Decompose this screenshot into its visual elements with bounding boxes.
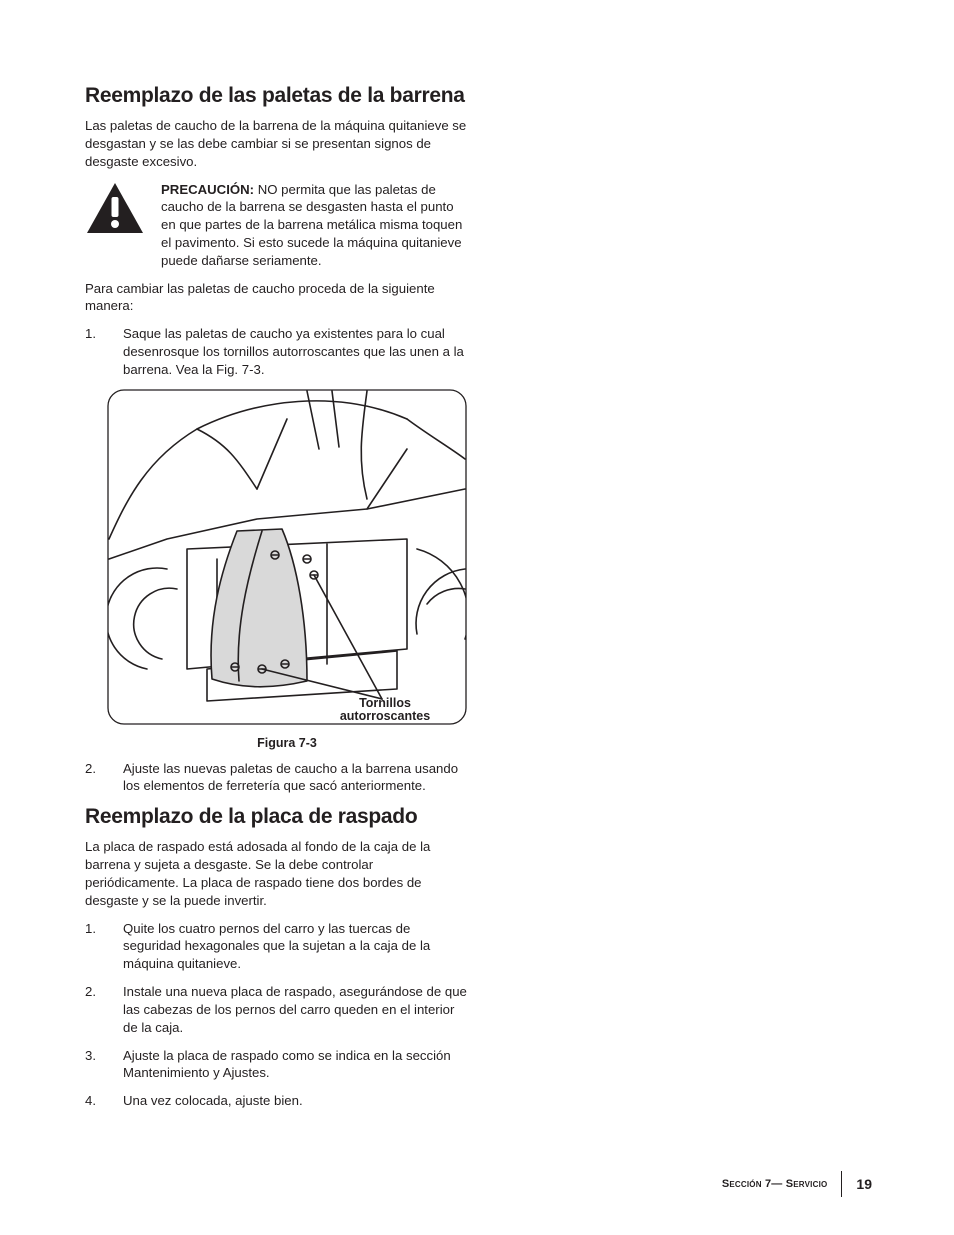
step-item: Ajuste la placa de raspado como se indic… [85, 1047, 470, 1083]
intro-paletas: Las paletas de caucho de la barrena de l… [85, 117, 470, 170]
left-column: Reemplazo de las paletas de la barrena L… [85, 84, 470, 1110]
step-item: Ajuste las nuevas paletas de caucho a la… [85, 760, 470, 796]
heading-placa: Reemplazo de la placa de raspado [85, 805, 470, 828]
page-footer: Sección 7— Servicio 19 [722, 1171, 872, 1197]
figure-7-3: Tornillos autorroscantes Figura 7-3 [107, 389, 467, 750]
steps-paletas-b: Ajuste las nuevas paletas de caucho a la… [85, 760, 470, 796]
figure-caption: Figura 7-3 [107, 736, 467, 750]
figure-callout-2: autorroscantes [340, 709, 430, 723]
caution-block: PRECAUCIÓN: NO permita que las paletas d… [85, 181, 470, 270]
heading-paletas: Reemplazo de las paletas de la barrena [85, 84, 470, 107]
footer-section-label: Sección 7— Servicio [722, 1178, 828, 1190]
caution-text: PRECAUCIÓN: NO permita que las paletas d… [161, 181, 470, 270]
lead-in-paletas: Para cambiar las paletas de caucho proce… [85, 280, 470, 316]
step-item: Saque las paletas de caucho ya existente… [85, 325, 470, 378]
steps-placa: Quite los cuatro pernos del carro y las … [85, 920, 470, 1110]
figure-callout-1: Tornillos [359, 696, 411, 710]
steps-paletas-a: Saque las paletas de caucho ya existente… [85, 325, 470, 378]
footer-page-number: 19 [856, 1176, 872, 1192]
step-item: Una vez colocada, ajuste bien. [85, 1092, 470, 1110]
caution-label: PRECAUCIÓN: [161, 182, 254, 197]
warning-icon [85, 181, 145, 240]
intro-placa: La placa de raspado está adosada al fond… [85, 838, 470, 909]
step-item: Quite los cuatro pernos del carro y las … [85, 920, 470, 973]
footer-divider [841, 1171, 842, 1197]
page: Reemplazo de las paletas de la barrena L… [0, 0, 954, 1235]
step-item: Instale una nueva placa de raspado, aseg… [85, 983, 470, 1036]
